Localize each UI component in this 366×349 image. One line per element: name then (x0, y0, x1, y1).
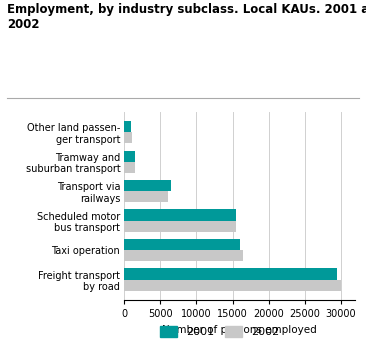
Bar (124, 221, 236, 232)
Legend: 2001, 2002: 2001, 2002 (156, 321, 283, 342)
Bar (124, 180, 171, 191)
Bar (124, 209, 236, 221)
X-axis label: Number of persons employed: Number of persons employed (163, 325, 317, 335)
Bar (124, 239, 240, 250)
Bar (124, 150, 135, 162)
Bar (124, 121, 131, 132)
Bar (124, 162, 135, 173)
Text: Employment, by industry subclass. Local KAUs. 2001 and
2002: Employment, by industry subclass. Local … (7, 3, 366, 31)
Bar (124, 191, 168, 202)
Bar (124, 132, 132, 143)
Bar (124, 280, 341, 291)
Bar (124, 268, 337, 280)
Bar (124, 250, 243, 261)
